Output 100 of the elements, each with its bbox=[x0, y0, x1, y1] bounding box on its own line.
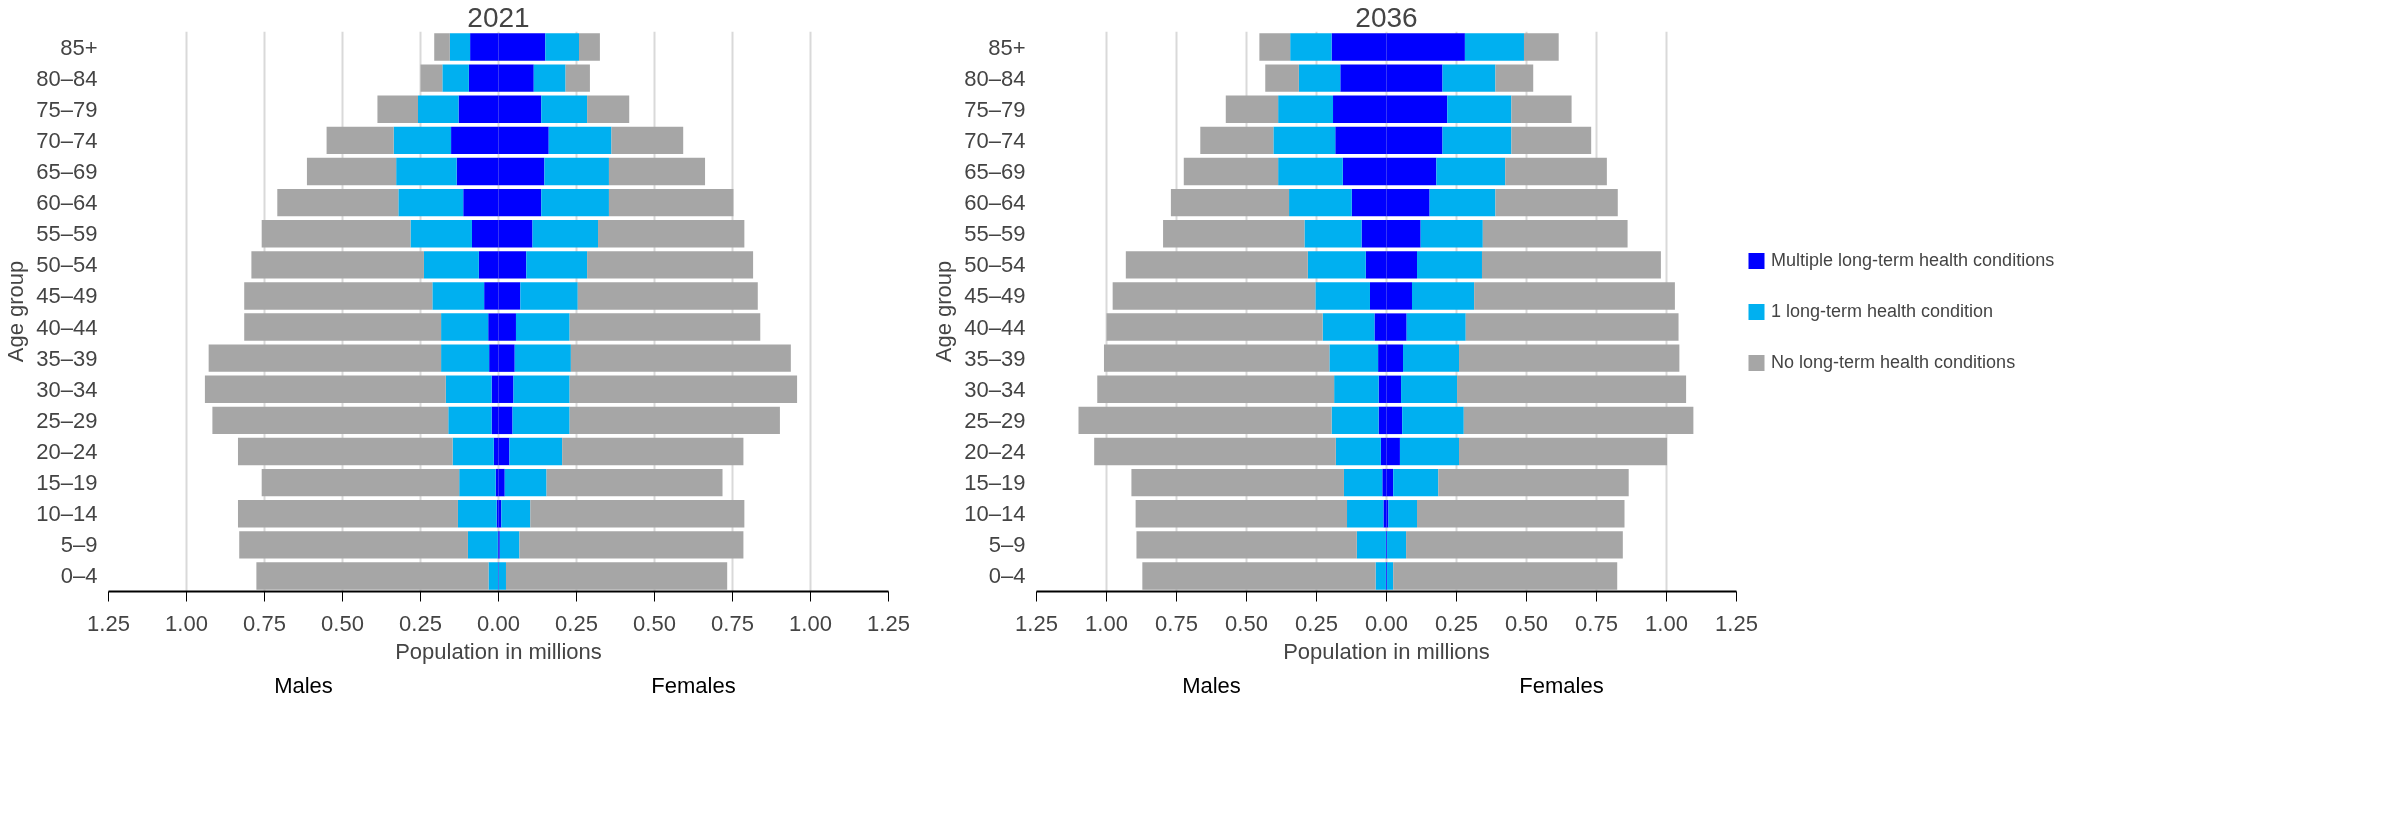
bar bbox=[1265, 64, 1299, 92]
bar bbox=[1465, 313, 1679, 341]
bar bbox=[1273, 126, 1336, 155]
bar bbox=[410, 220, 472, 248]
y-tick-label: 35–39 bbox=[964, 345, 1026, 371]
x-axis-title: Population in millions bbox=[395, 638, 602, 664]
bar bbox=[587, 95, 630, 123]
bar bbox=[1429, 188, 1496, 217]
bar bbox=[1200, 126, 1274, 155]
y-tick-label: 40–44 bbox=[36, 314, 98, 340]
y-tick-label: 0–4 bbox=[60, 563, 98, 589]
bar bbox=[1495, 64, 1534, 92]
bar bbox=[398, 188, 464, 217]
y-tick-label: 85+ bbox=[988, 34, 1026, 60]
bar bbox=[237, 437, 453, 466]
bar bbox=[577, 282, 758, 310]
y-tick-label: 10–14 bbox=[36, 501, 98, 527]
y-tick-label: 85+ bbox=[60, 34, 98, 60]
x-tick-label: 1.00 bbox=[789, 610, 832, 636]
bar bbox=[1097, 375, 1335, 403]
bar bbox=[1322, 313, 1375, 341]
bar bbox=[504, 468, 547, 497]
bar bbox=[608, 188, 734, 217]
bar bbox=[1402, 406, 1464, 435]
bar bbox=[1401, 375, 1458, 403]
bar bbox=[1304, 220, 1362, 248]
bar bbox=[501, 500, 531, 528]
bar bbox=[505, 562, 728, 590]
y-tick-label: 80–84 bbox=[964, 65, 1026, 91]
bar bbox=[514, 344, 571, 372]
bar bbox=[418, 95, 459, 123]
bar bbox=[434, 33, 450, 61]
bar bbox=[1106, 313, 1323, 341]
bar bbox=[1334, 375, 1379, 403]
y-axis-title: Age group bbox=[931, 260, 957, 363]
x-axis-title: Population in millions bbox=[1283, 638, 1490, 664]
x-tick-label: 1.25 bbox=[867, 610, 910, 636]
bar bbox=[1225, 95, 1279, 123]
x-tick-label: 0.25 bbox=[399, 610, 442, 636]
bar bbox=[1347, 500, 1384, 528]
x-tick-label: 1.25 bbox=[87, 610, 130, 636]
bar bbox=[1393, 468, 1439, 497]
bar bbox=[546, 468, 723, 497]
bar bbox=[1170, 188, 1290, 217]
bar bbox=[598, 220, 745, 248]
text: Females bbox=[1519, 672, 1604, 698]
text: Females bbox=[651, 672, 736, 698]
bar bbox=[1135, 500, 1348, 528]
bar bbox=[420, 64, 443, 92]
bar bbox=[1463, 406, 1694, 435]
bar bbox=[326, 126, 394, 155]
bar bbox=[212, 406, 449, 435]
bar bbox=[1131, 468, 1344, 497]
bar bbox=[432, 282, 485, 310]
x-tick-label: 0.00 bbox=[1365, 610, 1408, 636]
bar bbox=[513, 375, 570, 403]
bar bbox=[1298, 64, 1341, 92]
y-tick-label: 30–34 bbox=[36, 376, 98, 402]
bar bbox=[587, 251, 754, 279]
y-tick-label: 45–49 bbox=[36, 283, 98, 309]
bar bbox=[306, 157, 397, 186]
bar bbox=[1103, 344, 1330, 372]
bar bbox=[441, 313, 489, 341]
bar bbox=[569, 406, 780, 435]
bar bbox=[533, 64, 566, 92]
bar bbox=[244, 313, 442, 341]
bar bbox=[251, 251, 424, 279]
y-tick-label: 40–44 bbox=[964, 314, 1026, 340]
bar bbox=[261, 468, 460, 497]
bar bbox=[569, 313, 761, 341]
x-tick-label: 0.75 bbox=[1155, 610, 1198, 636]
x-tick-label: 1.00 bbox=[1085, 610, 1128, 636]
bar bbox=[1417, 251, 1482, 279]
bar bbox=[1436, 157, 1506, 186]
bar bbox=[548, 126, 612, 155]
bar bbox=[562, 437, 744, 466]
bar bbox=[277, 188, 399, 217]
bar bbox=[441, 344, 490, 372]
bar bbox=[377, 95, 418, 123]
bar bbox=[1094, 437, 1336, 466]
bar bbox=[498, 437, 510, 466]
bar bbox=[237, 500, 458, 528]
bar bbox=[1442, 64, 1496, 92]
y-tick-label: 80–84 bbox=[36, 65, 98, 91]
bar bbox=[1495, 188, 1618, 217]
bar bbox=[1142, 562, 1376, 590]
y-tick-label: 25–29 bbox=[36, 407, 98, 433]
x-tick-label: 0.25 bbox=[555, 610, 598, 636]
bar bbox=[459, 468, 496, 497]
x-tick-label: 0.25 bbox=[1435, 610, 1478, 636]
y-tick-label: 20–24 bbox=[36, 439, 98, 464]
bar bbox=[1459, 437, 1668, 466]
bar bbox=[1457, 375, 1687, 403]
y-tick-label: 20–24 bbox=[964, 439, 1026, 464]
bar bbox=[1125, 251, 1308, 279]
bar bbox=[1438, 468, 1629, 497]
y-tick-label: 50–54 bbox=[36, 252, 98, 278]
x-tick-label: 0.50 bbox=[633, 610, 676, 636]
bar bbox=[261, 220, 411, 248]
bar bbox=[1474, 282, 1675, 310]
